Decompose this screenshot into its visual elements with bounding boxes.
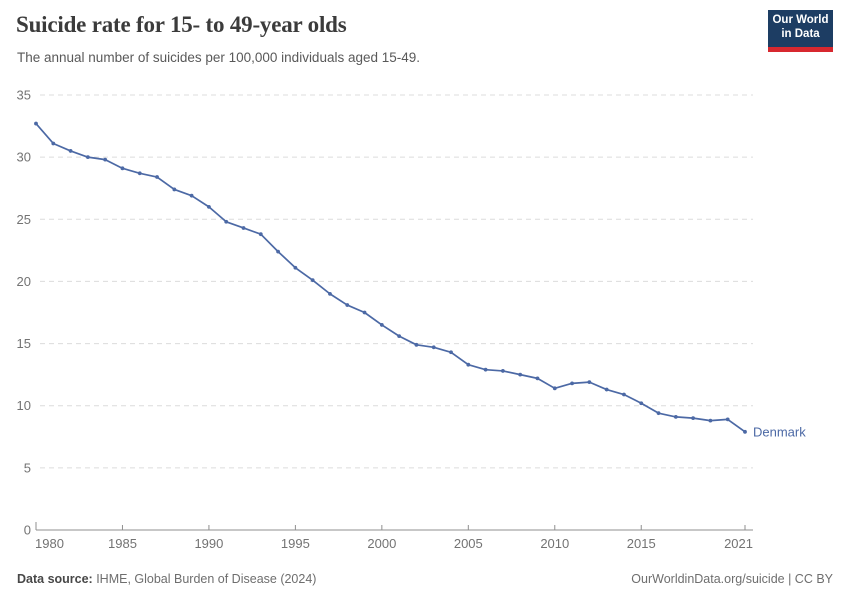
data-point[interactable] (449, 350, 453, 355)
x-axis-tick-label: 2021 (724, 536, 753, 551)
credit-link[interactable]: OurWorldinData.org/suicide | CC BY (631, 572, 833, 586)
data-point[interactable] (362, 310, 367, 315)
data-point[interactable] (639, 401, 644, 406)
y-axis-tick-label: 0 (24, 523, 31, 538)
data-point[interactable] (518, 372, 523, 377)
y-axis-tick-label: 30 (17, 150, 31, 165)
data-point[interactable] (708, 418, 713, 423)
data-point[interactable] (604, 387, 609, 392)
data-point[interactable] (137, 171, 142, 176)
data-point[interactable] (552, 386, 557, 391)
data-point[interactable] (310, 278, 315, 283)
data-point[interactable] (34, 121, 38, 126)
data-point[interactable] (207, 204, 211, 209)
data-point[interactable] (673, 415, 678, 419)
data-point[interactable] (483, 367, 488, 372)
series-end-label[interactable]: Denmark (753, 424, 806, 439)
data-point[interactable] (345, 303, 350, 307)
x-axis-tick-label: 2010 (540, 536, 569, 551)
data-point[interactable] (241, 226, 246, 230)
owid-logo-line2: in Data (781, 27, 820, 40)
data-point[interactable] (328, 291, 332, 296)
data-source-label: Data source: (17, 572, 93, 586)
data-point[interactable] (276, 249, 280, 254)
data-point[interactable] (656, 411, 661, 416)
y-axis-tick-label: 5 (24, 460, 31, 475)
owid-logo[interactable]: Our World in Data (768, 10, 833, 52)
data-source-text: IHME, Global Burden of Disease (2024) (92, 572, 317, 586)
data-point[interactable] (224, 219, 229, 224)
data-point[interactable] (743, 429, 747, 434)
data-point[interactable] (431, 345, 436, 350)
x-axis-tick-label: 1995 (281, 536, 310, 551)
data-point[interactable] (103, 157, 108, 162)
y-axis-tick-label: 20 (17, 274, 31, 289)
data-point[interactable] (587, 380, 592, 384)
data-point[interactable] (414, 342, 419, 347)
data-point[interactable] (68, 149, 73, 153)
data-point[interactable] (397, 334, 402, 339)
data-point[interactable] (51, 141, 56, 146)
data-point[interactable] (691, 416, 696, 421)
data-point[interactable] (155, 175, 159, 179)
data-point[interactable] (293, 265, 298, 270)
data-point[interactable] (85, 155, 90, 160)
data-point[interactable] (622, 392, 626, 397)
x-axis-tick-label: 2000 (367, 536, 396, 551)
y-axis-tick-label: 15 (17, 336, 31, 351)
y-axis-tick-label: 10 (17, 398, 31, 413)
x-axis-tick-label: 2015 (627, 536, 656, 551)
data-point[interactable] (379, 323, 384, 327)
data-point[interactable] (120, 166, 125, 171)
data-point[interactable] (189, 193, 194, 198)
data-point[interactable] (258, 232, 263, 237)
y-axis-tick-label: 25 (17, 212, 31, 227)
page-subtitle: The annual number of suicides per 100,00… (17, 50, 421, 65)
data-point[interactable] (501, 369, 505, 373)
data-point[interactable] (535, 376, 540, 381)
x-axis-tick-label: 1985 (108, 536, 137, 551)
x-axis-tick-label: 2005 (454, 536, 483, 551)
data-line[interactable] (35, 122, 746, 433)
data-source-note: Data source: IHME, Global Burden of Dise… (17, 572, 316, 586)
x-axis-tick-label: 1990 (194, 536, 223, 551)
x-axis-tick-label: 1980 (35, 536, 64, 551)
data-point[interactable] (172, 187, 177, 192)
page-title: Suicide rate for 15- to 49-year olds (16, 12, 347, 37)
y-axis-tick-label: 35 (17, 88, 31, 103)
owid-logo-line1: Our World (772, 14, 829, 26)
data-point[interactable] (725, 417, 730, 422)
data-point[interactable] (466, 362, 471, 367)
data-point[interactable] (570, 381, 574, 386)
